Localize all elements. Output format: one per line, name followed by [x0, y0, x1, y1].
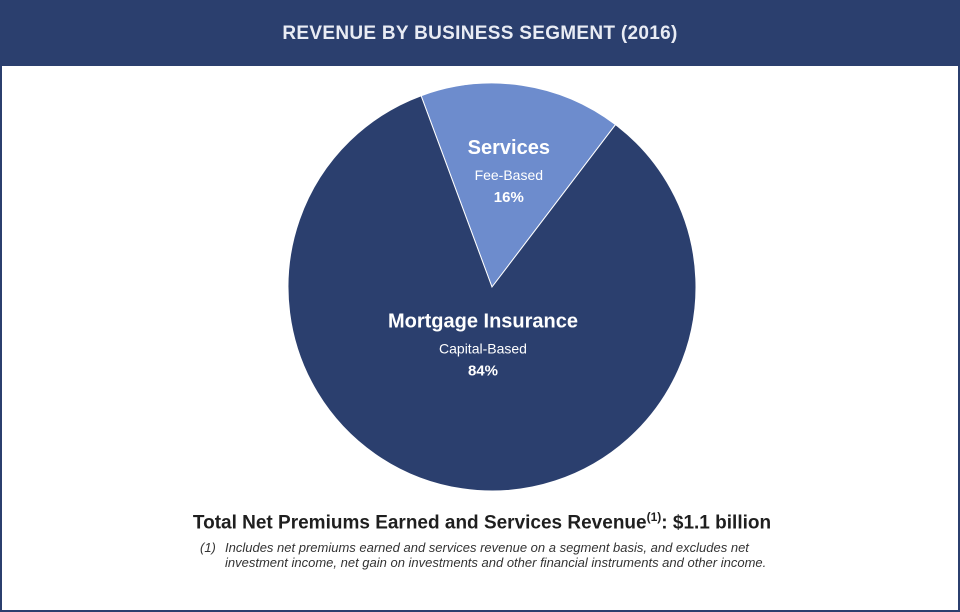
pie-slice-services	[420, 82, 617, 289]
pie-chart: Services Fee-Based 16% Mortgage Insurance Ca…	[287, 82, 697, 492]
slice-label-services-name: Services	[468, 137, 550, 159]
total-revenue: Total Net Premiums Earned and Services R…	[2, 510, 960, 534]
total-note-ref: (1)	[646, 510, 662, 524]
total-value: $1.1 billion	[672, 512, 772, 534]
slice-label-mortgage-insurance-sub: Capital-Based	[439, 341, 527, 357]
slice-label-mortgage-insurance-name: Mortgage Insurance	[388, 311, 578, 333]
total-label: Total Net Premiums Earned and Services R…	[192, 512, 647, 534]
footnote: (1) Includes net premiums earned and ser…	[200, 540, 800, 570]
pie-slice-mortgage-insurance	[287, 95, 697, 492]
slice-label-services-value: 16%	[494, 189, 524, 206]
slice-label-mortgage-insurance-value: 84%	[468, 363, 498, 380]
total-separator: :	[661, 512, 668, 534]
footnote-text: Includes net premiums earned and service…	[225, 540, 767, 570]
slice-label-services-sub: Fee-Based	[475, 167, 543, 183]
footnote-number: (1)	[200, 540, 216, 555]
slide-title: REVENUE BY BUSINESS SEGMENT (2016)	[2, 2, 958, 66]
